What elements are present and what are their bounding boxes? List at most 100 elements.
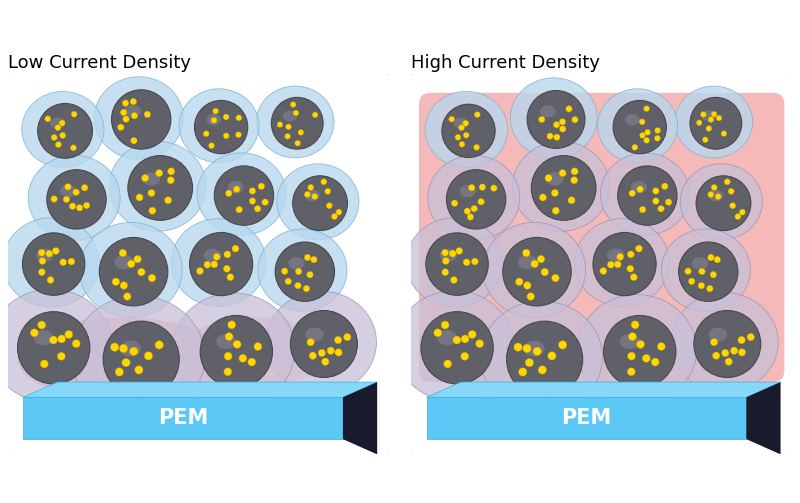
Circle shape — [232, 245, 239, 252]
Circle shape — [271, 98, 323, 149]
Circle shape — [450, 277, 458, 283]
Circle shape — [696, 176, 751, 230]
Circle shape — [559, 119, 566, 125]
Ellipse shape — [120, 341, 141, 357]
Circle shape — [618, 166, 677, 225]
Circle shape — [65, 184, 71, 190]
Circle shape — [462, 120, 469, 126]
Circle shape — [571, 168, 578, 175]
Circle shape — [644, 106, 650, 112]
Ellipse shape — [662, 229, 750, 311]
Circle shape — [286, 124, 291, 130]
Circle shape — [239, 354, 247, 362]
Circle shape — [223, 114, 229, 120]
Circle shape — [63, 196, 70, 203]
Circle shape — [468, 330, 476, 339]
Circle shape — [631, 321, 639, 329]
Circle shape — [458, 125, 465, 131]
Circle shape — [148, 190, 155, 197]
FancyBboxPatch shape — [23, 397, 343, 439]
Circle shape — [654, 135, 660, 141]
Circle shape — [570, 177, 578, 184]
Circle shape — [262, 199, 268, 205]
Circle shape — [474, 112, 480, 118]
Circle shape — [446, 170, 506, 229]
Ellipse shape — [203, 248, 221, 262]
Ellipse shape — [125, 105, 141, 117]
Circle shape — [441, 321, 449, 329]
Circle shape — [568, 197, 575, 204]
Circle shape — [722, 349, 729, 357]
Circle shape — [249, 188, 256, 194]
Ellipse shape — [601, 153, 690, 235]
Circle shape — [312, 194, 318, 200]
Ellipse shape — [702, 111, 716, 121]
Circle shape — [190, 232, 253, 296]
Circle shape — [698, 268, 705, 275]
Circle shape — [136, 194, 143, 201]
Circle shape — [548, 352, 556, 360]
Circle shape — [515, 278, 523, 286]
Circle shape — [148, 274, 156, 282]
Circle shape — [285, 278, 291, 285]
Circle shape — [293, 110, 299, 116]
Circle shape — [197, 268, 203, 275]
Ellipse shape — [607, 248, 624, 262]
Circle shape — [479, 184, 486, 190]
Circle shape — [254, 343, 262, 351]
Circle shape — [46, 250, 53, 257]
Circle shape — [223, 265, 230, 272]
Circle shape — [18, 312, 90, 384]
Circle shape — [523, 282, 531, 289]
Circle shape — [552, 207, 559, 214]
Circle shape — [70, 203, 76, 209]
Circle shape — [690, 98, 742, 149]
Circle shape — [658, 343, 666, 351]
Circle shape — [739, 209, 746, 215]
Ellipse shape — [523, 341, 545, 357]
Circle shape — [331, 213, 338, 219]
Circle shape — [295, 140, 301, 146]
Circle shape — [469, 185, 475, 191]
Circle shape — [593, 232, 656, 296]
Text: Low Current Density: Low Current Density — [8, 54, 191, 72]
Circle shape — [326, 203, 332, 209]
Circle shape — [706, 126, 712, 131]
Text: PEM: PEM — [562, 408, 612, 428]
Ellipse shape — [709, 327, 727, 342]
Ellipse shape — [283, 111, 297, 121]
Circle shape — [653, 198, 659, 204]
Circle shape — [334, 337, 342, 344]
Circle shape — [531, 155, 596, 220]
Ellipse shape — [18, 317, 227, 401]
Text: High Current Density: High Current Density — [411, 54, 601, 72]
Circle shape — [449, 116, 454, 122]
Circle shape — [442, 269, 449, 276]
Circle shape — [134, 366, 143, 374]
Circle shape — [76, 205, 83, 211]
Circle shape — [223, 133, 229, 139]
Circle shape — [604, 315, 676, 388]
Circle shape — [666, 199, 672, 205]
Circle shape — [696, 120, 702, 126]
Circle shape — [558, 341, 567, 349]
Ellipse shape — [692, 257, 708, 270]
Ellipse shape — [216, 334, 236, 349]
Circle shape — [721, 131, 726, 136]
Circle shape — [58, 335, 66, 343]
Circle shape — [59, 120, 65, 126]
Circle shape — [303, 285, 310, 292]
Circle shape — [653, 188, 659, 194]
Ellipse shape — [288, 257, 305, 270]
Circle shape — [716, 115, 722, 121]
Circle shape — [539, 194, 546, 201]
Circle shape — [728, 188, 734, 194]
Circle shape — [629, 332, 637, 341]
Circle shape — [130, 137, 137, 144]
Circle shape — [213, 108, 218, 114]
Ellipse shape — [460, 185, 476, 197]
Circle shape — [463, 259, 470, 266]
Circle shape — [58, 352, 66, 360]
Circle shape — [224, 368, 232, 376]
Circle shape — [600, 268, 607, 275]
